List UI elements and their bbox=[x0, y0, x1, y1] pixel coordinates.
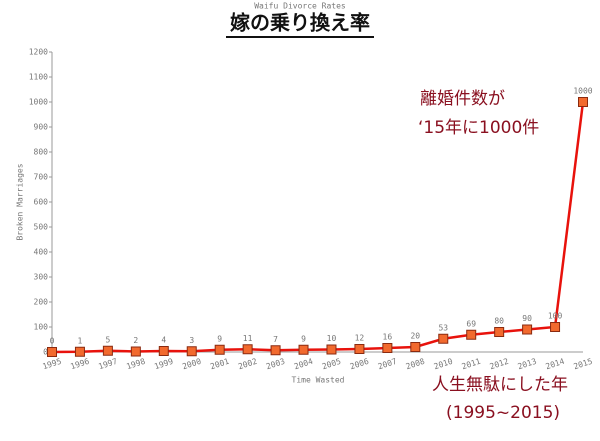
marker bbox=[326, 344, 337, 355]
x-tick-label: 2011 bbox=[461, 357, 482, 372]
y-tick-label: 400 bbox=[34, 248, 49, 257]
y-tick-label: 100 bbox=[34, 323, 49, 332]
annotation: (1995~2015) bbox=[446, 403, 560, 423]
marker bbox=[494, 327, 505, 337]
x-tick-label: 1999 bbox=[153, 357, 174, 372]
marker bbox=[522, 324, 533, 335]
x-tick-label: 2006 bbox=[349, 357, 370, 372]
data-label: 10 bbox=[327, 334, 337, 343]
marker bbox=[382, 343, 393, 353]
y-tick-label: 800 bbox=[34, 148, 49, 157]
marker bbox=[410, 342, 421, 352]
x-tick-label: 2014 bbox=[545, 357, 566, 372]
x-tick-label: 1996 bbox=[69, 357, 90, 372]
marker bbox=[354, 344, 365, 354]
marker bbox=[578, 97, 588, 107]
data-label: 80 bbox=[494, 317, 504, 326]
data-label: 100 bbox=[548, 312, 563, 321]
y-axis-label: Broken Marriages bbox=[16, 163, 25, 240]
y-tick-label: 1000 bbox=[29, 98, 48, 107]
marker bbox=[298, 344, 309, 355]
data-label: 1 bbox=[78, 336, 83, 345]
y-tick-label: 1200 bbox=[29, 48, 48, 57]
y-tick-label: 1100 bbox=[29, 73, 48, 82]
y-tick-label: 900 bbox=[34, 123, 49, 132]
marker bbox=[102, 345, 113, 356]
data-label: 2 bbox=[133, 336, 138, 345]
marker bbox=[74, 346, 85, 357]
marker bbox=[466, 329, 477, 340]
y-tick-label: 300 bbox=[34, 273, 49, 282]
x-tick-label: 1998 bbox=[125, 357, 146, 372]
data-label: 7 bbox=[273, 335, 278, 344]
marker bbox=[270, 345, 281, 356]
line bbox=[51, 101, 585, 354]
x-tick-label: 2004 bbox=[293, 357, 314, 372]
data-label: 9 bbox=[217, 334, 222, 343]
x-tick-label: 2007 bbox=[377, 357, 398, 372]
data-label: 0 bbox=[50, 337, 55, 346]
data-label: 1000 bbox=[573, 87, 592, 96]
data-label: 69 bbox=[466, 319, 476, 328]
data-label: 4 bbox=[161, 336, 166, 345]
annotation: 離婚件数が bbox=[420, 89, 505, 109]
annotation: 人生無駄にした年 bbox=[432, 375, 568, 395]
y-tick-label: 200 bbox=[34, 298, 49, 307]
x-tick-label: 2008 bbox=[405, 357, 426, 372]
x-tick-label: 1995 bbox=[41, 357, 62, 372]
x-tick-label: 2001 bbox=[209, 357, 230, 372]
marker bbox=[438, 333, 449, 344]
marker bbox=[186, 346, 197, 357]
data-label: 3 bbox=[189, 336, 194, 345]
x-tick-label: 2003 bbox=[265, 357, 286, 372]
data-label: 11 bbox=[243, 334, 253, 343]
marker bbox=[47, 347, 57, 357]
y-tick-label: 0 bbox=[43, 348, 48, 357]
marker bbox=[242, 344, 253, 355]
marker bbox=[550, 322, 561, 332]
data-label: 90 bbox=[522, 314, 532, 323]
data-label: 9 bbox=[301, 334, 306, 343]
x-tick-label: 2002 bbox=[237, 357, 258, 372]
x-tick-label: 2013 bbox=[517, 357, 538, 372]
data-label: 12 bbox=[355, 334, 365, 343]
marker bbox=[214, 344, 225, 355]
marker bbox=[130, 346, 141, 357]
chart-title: Waifu Divorce Rates bbox=[254, 2, 346, 11]
chart-subtitle: 嫁の乗り換え率 bbox=[230, 11, 370, 35]
y-tick-label: 600 bbox=[34, 198, 49, 207]
data-label: 5 bbox=[105, 335, 110, 344]
marker bbox=[158, 346, 169, 356]
annotation: ‘15年に1000件 bbox=[418, 118, 539, 138]
x-axis-label: Time Wasted bbox=[292, 376, 345, 385]
x-tick-label: 2005 bbox=[321, 357, 342, 372]
y-tick-label: 700 bbox=[34, 173, 49, 182]
y-tick-label: 500 bbox=[34, 223, 49, 232]
x-tick-label: 2012 bbox=[489, 357, 510, 372]
data-label: 16 bbox=[383, 333, 393, 342]
data-label: 20 bbox=[410, 332, 420, 341]
data-label: 53 bbox=[438, 323, 448, 332]
x-tick-label: 1997 bbox=[97, 357, 118, 372]
x-tick-label: 2015 bbox=[572, 357, 593, 372]
x-tick-label: 2010 bbox=[433, 357, 454, 372]
x-tick-label: 2000 bbox=[181, 357, 202, 372]
